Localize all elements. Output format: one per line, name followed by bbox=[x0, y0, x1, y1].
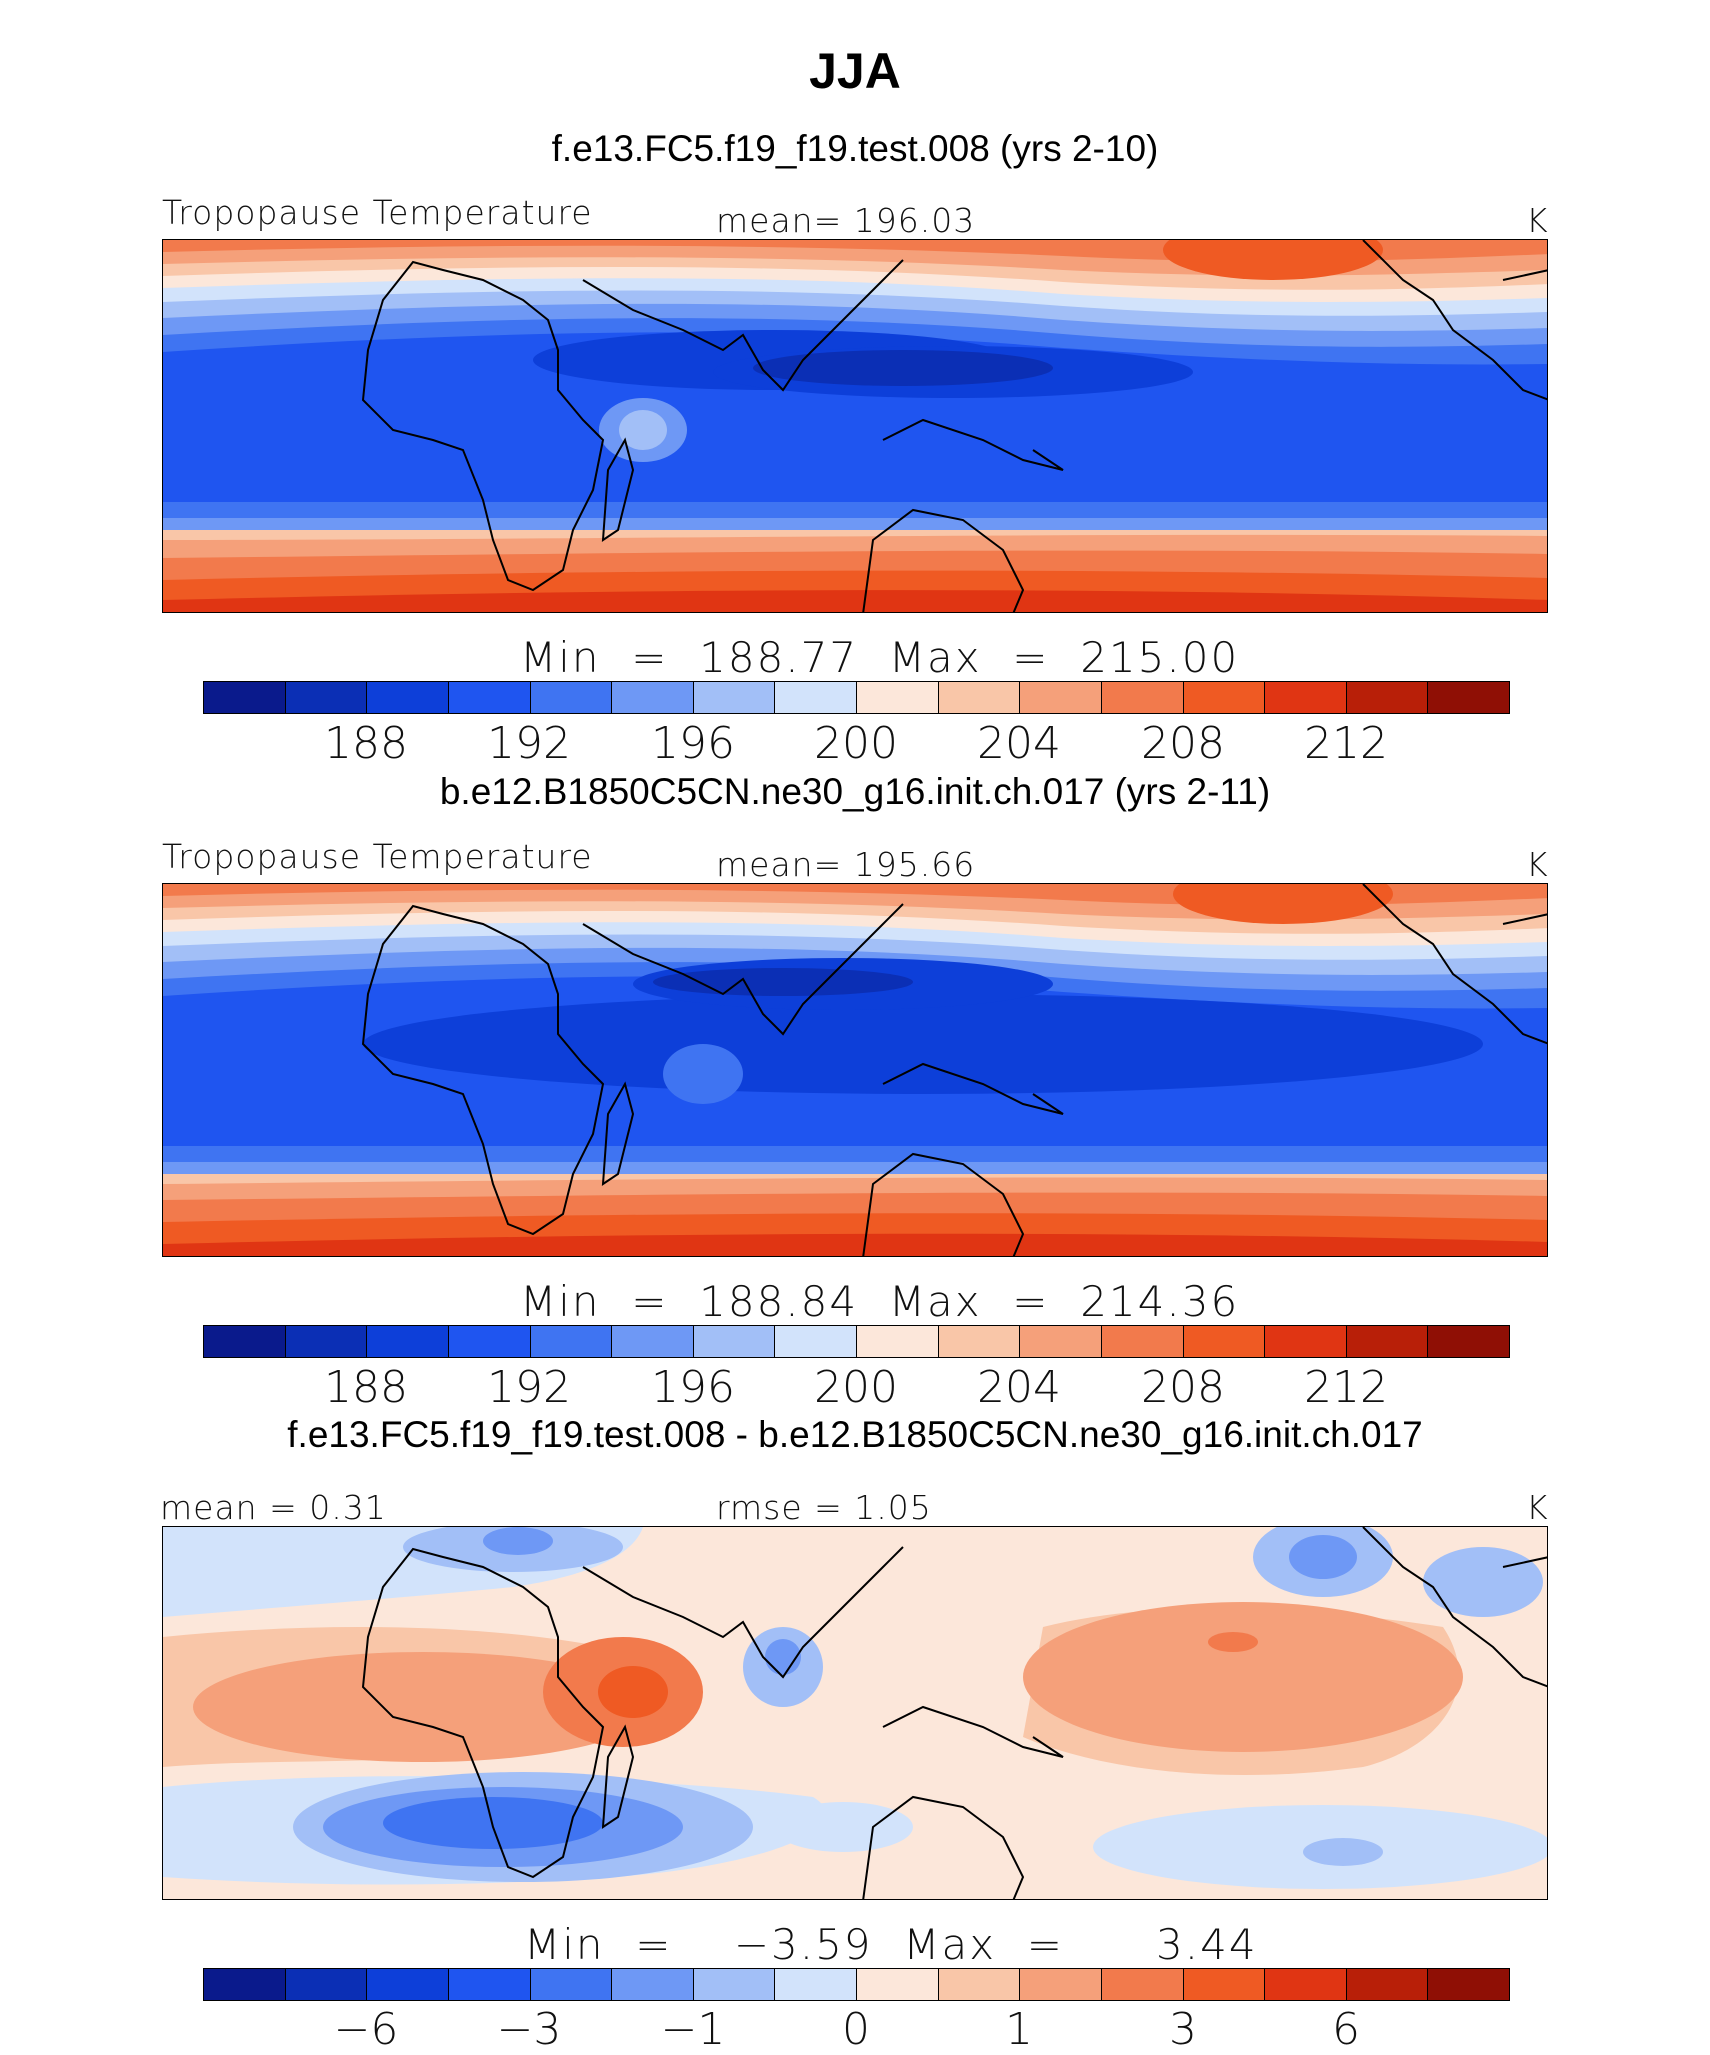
panel-2-colorbar bbox=[203, 1325, 1510, 1358]
panel-3-subtitle: f.e13.FC5.f19_f19.test.008 - b.e12.B1850… bbox=[287, 1414, 1423, 1455]
panel-2-contour-field bbox=[163, 884, 1547, 1256]
colorbar-segment bbox=[204, 682, 286, 713]
panel-2-tick: 200 bbox=[814, 1362, 898, 1413]
panel-2-subtitle: b.e12.B1850C5CN.ne30_g16.init.ch.017 (yr… bbox=[439, 771, 1271, 812]
panel-3-tick: 0 bbox=[842, 2004, 870, 2055]
colorbar-segment bbox=[1265, 1326, 1347, 1357]
panel-1-map bbox=[162, 239, 1548, 613]
colorbar-segment bbox=[204, 1969, 286, 2000]
panel-2-tick: 192 bbox=[487, 1362, 571, 1413]
colorbar-segment bbox=[693, 1969, 776, 2000]
panel-1-mean-label: mean= 196.03 bbox=[716, 201, 976, 240]
colorbar-segment bbox=[612, 1969, 694, 2000]
colorbar-segment bbox=[1428, 682, 1509, 713]
colorbar-segment bbox=[693, 1326, 776, 1357]
colorbar-segment bbox=[285, 1326, 368, 1357]
panel-1-tick: 208 bbox=[1141, 718, 1225, 769]
colorbar-segment bbox=[1265, 1969, 1347, 2000]
panel-3-map bbox=[162, 1526, 1548, 1900]
panel-1-tick: 192 bbox=[487, 718, 571, 769]
panel-1-tick: 196 bbox=[651, 718, 735, 769]
panel-3-mean-label: mean = 0.31 bbox=[160, 1488, 387, 1527]
colorbar-segment bbox=[693, 682, 776, 713]
panel-1-colorbar bbox=[203, 681, 1510, 714]
colorbar-segment bbox=[775, 682, 857, 713]
panel-1-contour-field bbox=[163, 240, 1547, 612]
colorbar-segment bbox=[1101, 1969, 1184, 2000]
colorbar-segment bbox=[204, 1326, 286, 1357]
colorbar-segment bbox=[775, 1326, 857, 1357]
panel-3-tick: −1 bbox=[660, 2004, 726, 2055]
colorbar-segment bbox=[775, 1969, 857, 2000]
colorbar-segment bbox=[1428, 1326, 1509, 1357]
panel-2-mean-label: mean= 195.66 bbox=[716, 845, 976, 884]
colorbar-segment bbox=[530, 682, 613, 713]
colorbar-segment bbox=[612, 682, 694, 713]
colorbar-segment bbox=[1020, 1969, 1102, 2000]
colorbar-segment bbox=[285, 1969, 368, 2000]
colorbar-segment bbox=[1183, 1969, 1266, 2000]
colorbar-segment bbox=[1265, 682, 1347, 713]
panel-2-map bbox=[162, 883, 1548, 1257]
panel-3-units-label: K bbox=[1526, 1488, 1549, 1527]
panel-3-tick: −3 bbox=[496, 2004, 562, 2055]
colorbar-segment bbox=[530, 1326, 613, 1357]
colorbar-segment bbox=[1101, 1326, 1184, 1357]
panel-3-tick: 1 bbox=[1005, 2004, 1033, 2055]
panel-2-tick: 188 bbox=[324, 1362, 408, 1413]
colorbar-segment bbox=[1183, 682, 1266, 713]
panel-3-colorbar bbox=[203, 1968, 1510, 2001]
colorbar-segment bbox=[448, 682, 531, 713]
panel-2-units-label: K bbox=[1526, 845, 1549, 884]
colorbar-segment bbox=[1020, 682, 1102, 713]
panel-3-rmse-label: rmse = 1.05 bbox=[716, 1488, 932, 1527]
colorbar-segment bbox=[448, 1326, 531, 1357]
panel-2-variable-label: Tropopause Temperature bbox=[162, 837, 593, 876]
panel-2-tick: 208 bbox=[1141, 1362, 1225, 1413]
panel-1-variable-label: Tropopause Temperature bbox=[162, 193, 593, 232]
panel-2-minmax: Min = 188.84 Max = 214.36 bbox=[520, 1277, 1240, 1326]
colorbar-segment bbox=[367, 1326, 449, 1357]
panel-1-subtitle: f.e13.FC5.f19_f19.test.008 (yrs 2-10) bbox=[551, 128, 1159, 169]
colorbar-segment bbox=[1101, 682, 1184, 713]
panel-1-units-label: K bbox=[1526, 201, 1549, 240]
panel-3-tick: 6 bbox=[1332, 2004, 1360, 2055]
colorbar-segment bbox=[1428, 1969, 1509, 2000]
panel-1-minmax: Min = 188.77 Max = 215.00 bbox=[520, 633, 1240, 682]
panel-1-tick: 204 bbox=[977, 718, 1061, 769]
colorbar-segment bbox=[367, 1969, 449, 2000]
colorbar-segment bbox=[938, 1969, 1021, 2000]
panel-1-tick: 200 bbox=[814, 718, 898, 769]
colorbar-segment bbox=[285, 682, 368, 713]
colorbar-segment bbox=[612, 1326, 694, 1357]
panel-3-tick: 3 bbox=[1169, 2004, 1197, 2055]
colorbar-segment bbox=[1346, 682, 1429, 713]
panel-3-tick: −6 bbox=[333, 2004, 399, 2055]
colorbar-segment bbox=[857, 1326, 939, 1357]
panel-2-tick: 212 bbox=[1304, 1362, 1388, 1413]
panel-2-tick: 196 bbox=[651, 1362, 735, 1413]
colorbar-segment bbox=[857, 1969, 939, 2000]
colorbar-segment bbox=[367, 682, 449, 713]
colorbar-segment bbox=[1183, 1326, 1266, 1357]
panel-2-tick: 204 bbox=[977, 1362, 1061, 1413]
panel-1-tick: 188 bbox=[324, 718, 408, 769]
colorbar-segment bbox=[1346, 1326, 1429, 1357]
panel-3-minmax: Min = −3.59 Max = 3.44 bbox=[524, 1920, 1258, 1969]
colorbar-segment bbox=[938, 1326, 1021, 1357]
panel-1-tick: 212 bbox=[1304, 718, 1388, 769]
colorbar-segment bbox=[1020, 1326, 1102, 1357]
colorbar-segment bbox=[448, 1969, 531, 2000]
colorbar-segment bbox=[1346, 1969, 1429, 2000]
colorbar-segment bbox=[938, 682, 1021, 713]
colorbar-segment bbox=[530, 1969, 613, 2000]
panel-3-contour-field bbox=[163, 1527, 1547, 1899]
figure-title: JJA bbox=[809, 43, 901, 99]
colorbar-segment bbox=[857, 682, 939, 713]
